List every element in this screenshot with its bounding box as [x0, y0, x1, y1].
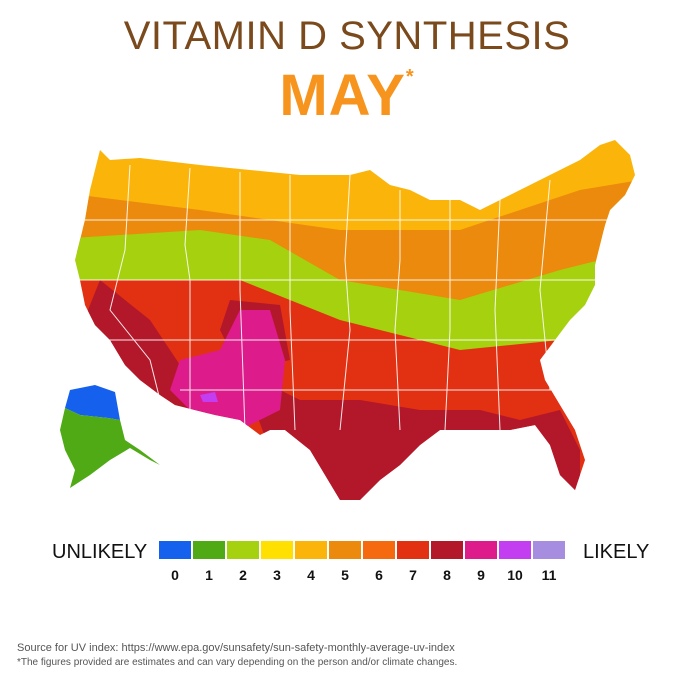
- source-citation: Source for UV index: https://www.epa.gov…: [17, 642, 455, 654]
- state-borders: [80, 164, 640, 431]
- legend-swatch-2: [227, 541, 259, 559]
- legend-value-4: 4: [307, 567, 315, 583]
- legend-value-9: 9: [477, 567, 485, 583]
- legend-unlikely-label: UNLIKELY: [52, 541, 148, 563]
- legend-value-6: 6: [375, 567, 383, 583]
- legend-value-2: 2: [239, 567, 247, 583]
- legend-swatch-6: [363, 541, 395, 559]
- legend-value-1: 1: [205, 567, 213, 583]
- legend-value-0: 0: [171, 567, 179, 583]
- legend-value-7: 7: [409, 567, 417, 583]
- legend-swatch-7: [397, 541, 429, 559]
- uv-zone-10: [200, 392, 218, 402]
- uv-zone-5: [75, 180, 635, 310]
- legend-swatch-8: [431, 541, 463, 559]
- alaska: [60, 385, 160, 488]
- footnote: *The figures provided are estimates and …: [17, 657, 458, 668]
- legend-value-11: 11: [541, 567, 557, 583]
- legend-likely-label: LIKELY: [583, 541, 650, 563]
- legend-value-5: 5: [341, 567, 349, 583]
- month-label: MAY: [279, 63, 406, 128]
- map-title: VITAMIN D SYNTHESIS: [123, 14, 571, 58]
- asterisk-mark: *: [405, 66, 415, 88]
- legend-swatch-4: [295, 541, 327, 559]
- legend-value-10: 10: [507, 567, 523, 583]
- legend-swatch-9: [465, 541, 497, 559]
- month-heading: MAY*: [0, 62, 694, 129]
- legend-swatch-10: [499, 541, 531, 559]
- legend-swatch-3: [261, 541, 293, 559]
- legend-swatches: [159, 541, 565, 559]
- us-uv-map: [60, 140, 640, 500]
- legend-swatch-0: [159, 541, 191, 559]
- legend-swatch-11: [533, 541, 565, 559]
- legend-swatch-5: [329, 541, 361, 559]
- legend-value-8: 8: [443, 567, 451, 583]
- legend-values: 0 1 2 3 4 5 6 7 8 9 10 11: [159, 567, 565, 583]
- legend-value-3: 3: [273, 567, 281, 583]
- legend-swatch-1: [193, 541, 225, 559]
- uv-zone-2: [75, 230, 635, 360]
